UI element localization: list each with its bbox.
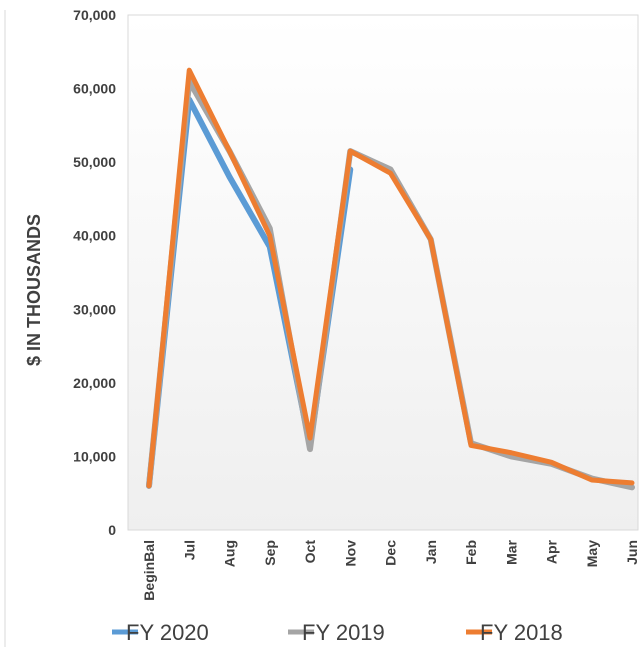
y-axis-label: $ IN THOUSANDS (24, 214, 44, 366)
x-tick-label: Apr (544, 539, 560, 564)
series-line (146, 67, 635, 489)
legend: FY 2020 FY 2019 FY 2018 (112, 620, 563, 645)
y-tick-label: 20,000 (73, 375, 116, 391)
y-tick-label: 0 (108, 522, 116, 538)
x-tick-label: Jun (624, 540, 640, 565)
y-tick-label: 70,000 (73, 7, 116, 23)
x-tick-label: Oct (302, 540, 318, 564)
x-tick-label: Jan (423, 540, 439, 564)
legend-label: FY 2018 (480, 620, 563, 645)
x-tick-label: Feb (463, 540, 479, 565)
series-layer (146, 67, 635, 491)
y-axis: 0 10,000 20,000 30,000 40,000 50,000 60,000 70,… (73, 7, 116, 538)
y-tick-label: 10,000 (73, 448, 116, 464)
x-tick-label: Dec (383, 540, 399, 566)
x-tick-label: Mar (503, 539, 519, 564)
x-tick-label: Nov (342, 540, 358, 567)
x-tick-label: BeginBal (141, 540, 157, 601)
legend-label: FY 2020 (126, 620, 209, 645)
x-tick-label: Aug (222, 540, 238, 567)
y-tick-label: 60,000 (73, 81, 116, 97)
x-tick-label: Jul (181, 540, 197, 560)
y-tick-label: 30,000 (73, 301, 116, 317)
y-tick-label: 40,000 (73, 228, 116, 244)
legend-label: FY 2019 (302, 620, 385, 645)
y-tick-label: 50,000 (73, 154, 116, 170)
x-axis: BeginBal Jul Aug Sep Oct Nov Dec Jan Feb Mar Apr Ma… (141, 539, 640, 600)
plot-area (127, 14, 639, 531)
x-tick-label: May (584, 540, 600, 567)
x-tick-label: Sep (262, 540, 278, 566)
